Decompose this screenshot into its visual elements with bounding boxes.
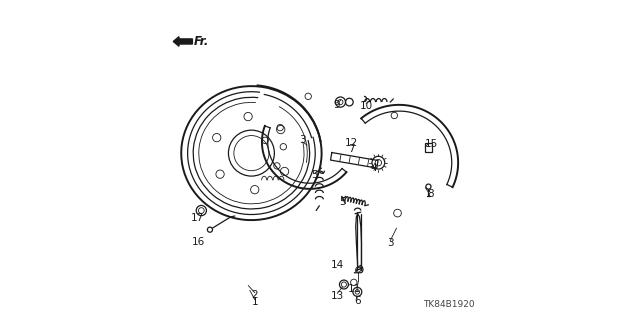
Text: 8: 8 xyxy=(428,189,435,199)
Text: 16: 16 xyxy=(192,237,205,248)
Text: 3: 3 xyxy=(299,135,306,145)
Text: TK84B1920: TK84B1920 xyxy=(423,300,475,309)
Text: 3: 3 xyxy=(387,238,394,248)
Text: 5: 5 xyxy=(311,170,318,181)
Text: 5: 5 xyxy=(339,197,346,207)
Text: 13: 13 xyxy=(331,291,344,301)
Text: 6: 6 xyxy=(354,296,360,307)
Text: 15: 15 xyxy=(424,139,438,149)
Text: Fr.: Fr. xyxy=(194,35,209,48)
Text: 7: 7 xyxy=(348,144,355,154)
Bar xyxy=(424,143,432,152)
Text: 12: 12 xyxy=(344,137,358,148)
Polygon shape xyxy=(173,37,193,46)
Text: 2: 2 xyxy=(252,290,258,300)
Text: 1: 1 xyxy=(252,297,258,308)
Text: 10: 10 xyxy=(360,101,373,111)
Text: 9: 9 xyxy=(333,100,340,110)
Text: 14: 14 xyxy=(331,260,344,270)
Text: 4: 4 xyxy=(371,163,377,174)
Text: 17: 17 xyxy=(191,212,204,223)
Text: 11: 11 xyxy=(348,284,361,294)
